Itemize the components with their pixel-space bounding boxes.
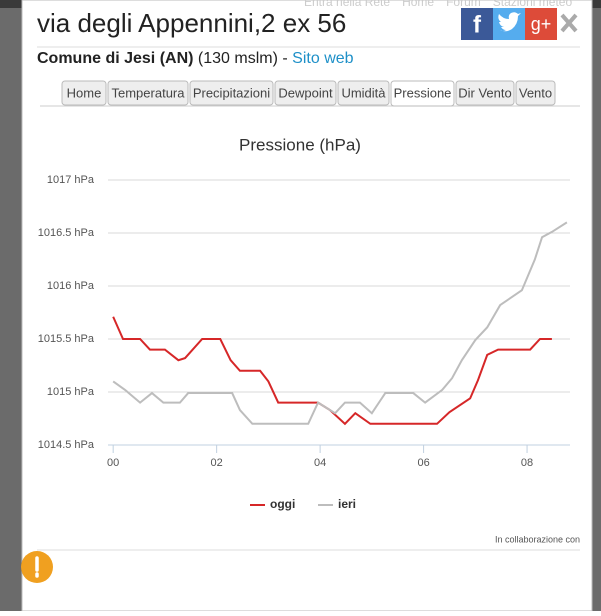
- tab-label[interactable]: Pressione: [394, 85, 452, 100]
- legend-label[interactable]: ieri: [338, 497, 356, 511]
- gplus-glyph[interactable]: g+: [531, 14, 552, 34]
- tab[interactable]: [455, 80, 515, 106]
- tab-label[interactable]: Precipitazioni: [193, 85, 270, 100]
- tab[interactable]: [515, 80, 556, 106]
- tab[interactable]: [61, 80, 107, 106]
- credit: In collaborazione con: [495, 534, 580, 544]
- series-line: [112, 221, 568, 425]
- tab-label[interactable]: Vento: [519, 85, 552, 100]
- y-tick-label: 1015.5 hPa: [38, 333, 95, 345]
- y-tick-label: 1017 hPa: [47, 174, 95, 186]
- facebook-icon[interactable]: [461, 8, 493, 40]
- popup-title: via degli Appennini,2 ex 56: [37, 8, 346, 38]
- tab[interactable]: [274, 80, 337, 106]
- twitter-bird[interactable]: [498, 12, 521, 32]
- y-tick-label: 1014.5 hPa: [38, 439, 95, 451]
- site-link[interactable]: Sito web: [292, 50, 353, 67]
- x-tick-label: 00: [107, 457, 119, 469]
- nav-link: Stazioni meteo: [493, 0, 573, 9]
- separator: -: [282, 50, 287, 67]
- facebook-glyph[interactable]: f: [473, 11, 482, 38]
- close-button[interactable]: [560, 13, 578, 33]
- y-tick-label: 1015 hPa: [47, 386, 95, 398]
- tab[interactable]: [337, 80, 390, 106]
- x-tick-label: 06: [417, 457, 429, 469]
- tab-label[interactable]: Dir Vento: [458, 85, 511, 100]
- y-tick-label: 1016 hPa: [47, 280, 95, 292]
- nav-link: Home: [402, 0, 434, 9]
- tab[interactable]: [390, 80, 455, 107]
- tab-label[interactable]: Temperatura: [112, 85, 186, 100]
- tab[interactable]: [107, 80, 189, 106]
- tab-label[interactable]: Dewpoint: [278, 85, 333, 100]
- subtitle: Comune di Jesi (AN) (130 mslm) - Sito we…: [37, 50, 354, 67]
- x-tick-label: 08: [521, 457, 533, 469]
- tab-label[interactable]: Umidità: [341, 85, 386, 100]
- series-line: [112, 316, 552, 426]
- y-tick-label: 1016.5 hPa: [38, 227, 95, 239]
- x-tick-label: 04: [314, 457, 326, 469]
- tab-label[interactable]: Home: [67, 85, 102, 100]
- legend-label[interactable]: oggi: [270, 497, 295, 511]
- gplus-icon[interactable]: [525, 8, 557, 40]
- nav-link: Forum: [446, 0, 481, 9]
- altitude: (130 mslm): [198, 50, 278, 67]
- tab[interactable]: [189, 80, 274, 106]
- nav-link: Entra nella Rete: [304, 0, 390, 9]
- chart-title: Pressione (hPa): [239, 135, 361, 154]
- place: Comune di Jesi (AN): [37, 50, 193, 67]
- x-tick-label: 02: [211, 457, 223, 469]
